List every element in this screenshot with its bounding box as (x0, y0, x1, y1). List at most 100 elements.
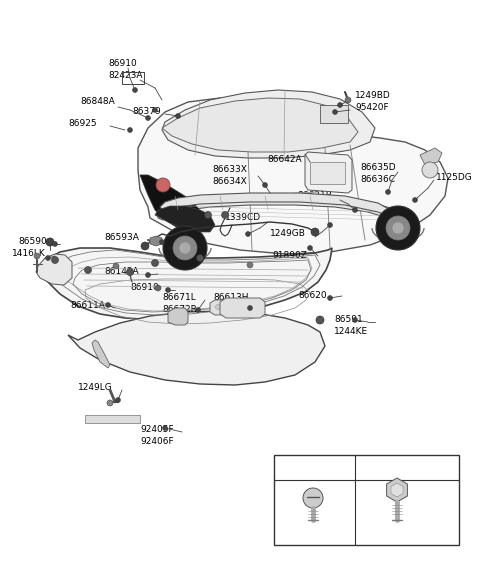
Circle shape (240, 305, 244, 310)
Text: 86611A: 86611A (70, 302, 105, 311)
Circle shape (128, 128, 132, 133)
Text: 1249GB: 1249GB (270, 229, 306, 238)
Circle shape (195, 307, 201, 312)
Polygon shape (391, 483, 403, 497)
Text: 1249LG: 1249LG (78, 384, 113, 393)
Text: 86635D: 86635D (360, 163, 396, 172)
Circle shape (308, 246, 312, 250)
Circle shape (127, 268, 133, 276)
Text: 92406F: 92406F (140, 437, 174, 446)
Circle shape (263, 182, 267, 188)
Polygon shape (386, 478, 408, 502)
Polygon shape (162, 90, 375, 158)
Circle shape (257, 305, 263, 310)
Circle shape (228, 305, 232, 310)
Text: 86631B: 86631B (297, 192, 332, 201)
Polygon shape (160, 193, 392, 218)
Circle shape (132, 88, 137, 93)
Circle shape (173, 236, 197, 260)
Text: 86671L: 86671L (162, 293, 196, 302)
Bar (310, 162, 345, 184)
Circle shape (155, 285, 161, 291)
Circle shape (333, 110, 337, 115)
Circle shape (46, 238, 54, 246)
Text: 86620: 86620 (298, 290, 326, 299)
Text: 82423A: 82423A (108, 71, 143, 80)
Text: 86613H: 86613H (213, 293, 249, 302)
Circle shape (392, 222, 404, 234)
Text: 86910: 86910 (108, 59, 137, 67)
Polygon shape (155, 206, 215, 232)
Text: 86591: 86591 (334, 315, 363, 324)
Text: 86642A: 86642A (267, 155, 301, 164)
Circle shape (247, 262, 253, 268)
Circle shape (252, 305, 256, 310)
Circle shape (176, 114, 180, 119)
Text: 86848A: 86848A (80, 98, 115, 106)
Text: 92405F: 92405F (140, 425, 174, 434)
Text: 86641A: 86641A (267, 144, 302, 153)
Circle shape (386, 216, 410, 240)
Text: 1339CD: 1339CD (225, 214, 261, 223)
Polygon shape (150, 236, 162, 246)
Circle shape (163, 226, 207, 270)
Circle shape (152, 259, 158, 267)
Circle shape (327, 295, 333, 301)
Text: 86590: 86590 (18, 237, 47, 246)
Circle shape (153, 107, 157, 112)
Polygon shape (92, 340, 110, 368)
Circle shape (233, 305, 239, 310)
Circle shape (46, 255, 50, 260)
Bar (122, 72, 144, 84)
Circle shape (245, 232, 251, 237)
Circle shape (245, 305, 251, 310)
Text: 86636C: 86636C (360, 176, 395, 185)
Polygon shape (305, 152, 352, 193)
Polygon shape (36, 254, 72, 285)
Circle shape (179, 242, 191, 254)
Text: 86142A: 86142A (104, 267, 139, 276)
Text: 91890Z: 91890Z (272, 250, 307, 259)
Text: 95420F: 95420F (355, 102, 389, 111)
Text: 86633X: 86633X (212, 166, 247, 175)
Circle shape (106, 302, 110, 307)
Circle shape (116, 398, 120, 402)
Bar (85, 415, 140, 423)
Circle shape (163, 425, 168, 431)
Text: 86910: 86910 (130, 284, 159, 293)
Polygon shape (168, 308, 188, 325)
Text: 86634X: 86634X (212, 177, 247, 186)
Text: 86593F: 86593F (380, 466, 414, 475)
Circle shape (145, 115, 151, 120)
Circle shape (316, 316, 324, 324)
Text: 1416LK: 1416LK (12, 250, 46, 259)
Circle shape (166, 288, 170, 293)
Circle shape (204, 211, 212, 219)
Circle shape (84, 267, 92, 273)
Bar (274, 455, 459, 545)
Circle shape (52, 241, 58, 246)
Circle shape (221, 211, 228, 219)
Circle shape (141, 242, 149, 250)
Text: 86614F: 86614F (213, 306, 247, 315)
Circle shape (107, 400, 113, 406)
Circle shape (412, 198, 418, 202)
Circle shape (337, 102, 343, 107)
Circle shape (196, 254, 204, 262)
Circle shape (352, 318, 358, 323)
Circle shape (385, 189, 391, 194)
Polygon shape (420, 148, 442, 165)
Circle shape (34, 253, 40, 259)
Circle shape (248, 306, 252, 311)
Circle shape (113, 263, 119, 269)
Polygon shape (138, 98, 448, 254)
Circle shape (159, 240, 165, 245)
Circle shape (345, 97, 351, 103)
Polygon shape (158, 195, 400, 222)
Bar (320, 105, 348, 123)
Polygon shape (38, 248, 332, 320)
Circle shape (352, 207, 358, 212)
Text: 1249BD: 1249BD (355, 90, 391, 99)
Text: 86672R: 86672R (162, 306, 197, 315)
Polygon shape (68, 311, 325, 385)
